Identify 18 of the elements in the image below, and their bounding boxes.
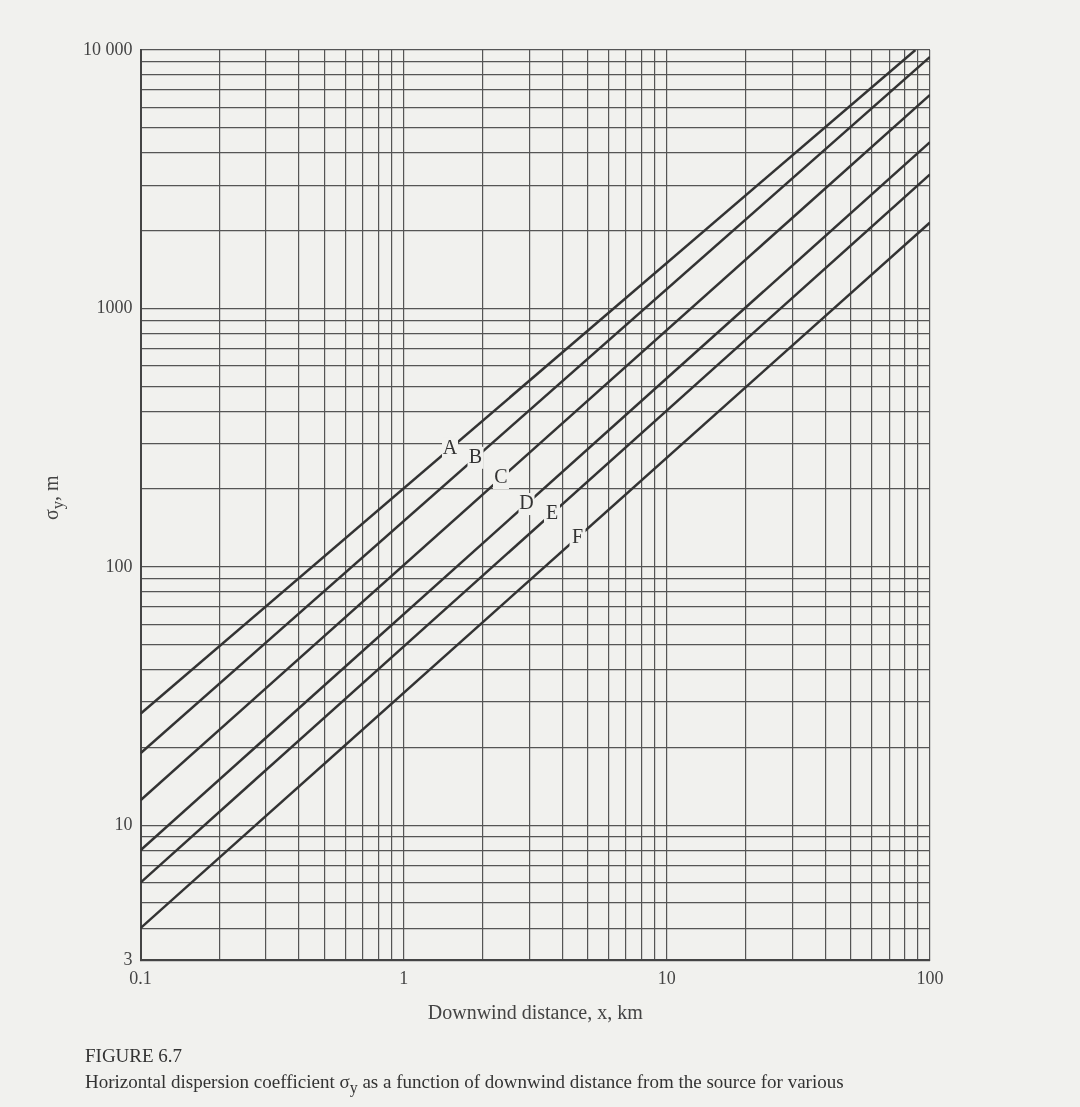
series-label: F [571, 524, 584, 547]
x-tick-label: 100 [916, 967, 944, 988]
x-tick-label: 0.1 [129, 967, 152, 988]
series-label: D [519, 491, 534, 514]
series-label: A [442, 435, 458, 458]
y-tick-label: 10 000 [83, 38, 133, 59]
y-tick-label: 1000 [96, 297, 133, 318]
x-tick-label: 10 [657, 967, 676, 988]
y-tick-label: 3 [123, 949, 133, 970]
series-label: B [468, 445, 483, 468]
series-label: C [494, 465, 508, 488]
caption: FIGURE 6.7 [85, 1045, 184, 1067]
x-tick-label: 1 [399, 967, 409, 988]
y-tick-label: 100 [105, 555, 133, 576]
x-axis-title: Downwind distance, x, km [427, 1001, 644, 1024]
series-label: E [545, 500, 559, 523]
y-tick-label: 10 [114, 814, 133, 835]
text: Horizontal dispersion coefficient σ$_{y}$ as a function of downwind distance from the source for various [85, 1071, 844, 1097]
